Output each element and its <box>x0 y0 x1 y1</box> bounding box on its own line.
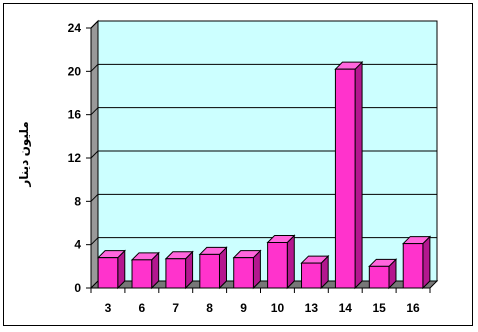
y-tick-labels: 0 4 8 12 16 20 24 <box>68 21 82 295</box>
gridline-depth-20 <box>90 63 99 72</box>
bar-front-15 <box>368 265 390 289</box>
bar-side-16 <box>422 235 431 290</box>
bar-10 <box>266 234 296 290</box>
bar-8 <box>198 246 228 290</box>
bar-14 <box>334 60 364 290</box>
bar-front-7 <box>165 258 187 289</box>
gridline-depth-8 <box>90 193 99 202</box>
bar-front-3 <box>97 257 119 289</box>
bar-7 <box>164 250 194 290</box>
gridline-depth-12 <box>90 150 99 159</box>
y-tick-label: 20 <box>68 64 82 78</box>
bar-3 <box>96 249 126 290</box>
x-tick-label: 6 <box>139 301 146 315</box>
gridline-depth-24 <box>90 20 99 29</box>
bar-16 <box>402 235 432 290</box>
bar-chart: 0 4 8 12 16 20 24 3 6 7 8 9 10 13 14 15 16 مليون دينار <box>17 19 439 315</box>
bar-front-14 <box>334 68 356 289</box>
plot-background <box>89 19 439 290</box>
bars <box>96 60 432 290</box>
bar-front-8 <box>199 253 220 289</box>
bar-side-10 <box>286 234 295 290</box>
bar-13 <box>300 254 330 290</box>
x-tick-label: 7 <box>172 301 179 315</box>
x-tick-label: 9 <box>240 301 247 315</box>
bar-front-16 <box>402 243 424 289</box>
gridline-depth-4 <box>90 237 99 246</box>
x-tick-label: 14 <box>339 301 353 315</box>
bar-front-13 <box>301 262 322 289</box>
bar-15 <box>368 258 398 290</box>
bar-front-10 <box>267 242 288 289</box>
gridlines <box>86 20 437 289</box>
y-tick-label: 0 <box>74 281 81 295</box>
y-tick-label: 12 <box>68 151 82 165</box>
y-tick-label: 24 <box>68 21 82 35</box>
x-tick-label: 16 <box>406 301 420 315</box>
bar-front-9 <box>233 257 254 289</box>
x-tick-label: 13 <box>305 301 319 315</box>
bar-6 <box>130 251 160 290</box>
chart-frame: 0 4 8 12 16 20 24 3 6 7 8 9 10 13 14 15 16 مليون دينار <box>3 3 473 326</box>
y-tick-label: 16 <box>68 108 82 122</box>
bar-front-6 <box>131 259 153 289</box>
bar-side-14 <box>354 60 363 290</box>
gridline-depth-16 <box>90 107 99 116</box>
bar-9 <box>232 249 262 290</box>
x-tick-label: 10 <box>271 301 285 315</box>
y-axis-label: مليون دينار <box>17 121 32 187</box>
y-tick-label: 8 <box>74 194 81 208</box>
x-tick-label: 3 <box>105 301 112 315</box>
y-tick-label: 4 <box>74 238 81 252</box>
x-tick-label: 8 <box>206 301 213 315</box>
x-tick-labels: 3 6 7 8 9 10 13 14 15 16 <box>105 301 420 315</box>
x-tick-label: 15 <box>372 301 386 315</box>
